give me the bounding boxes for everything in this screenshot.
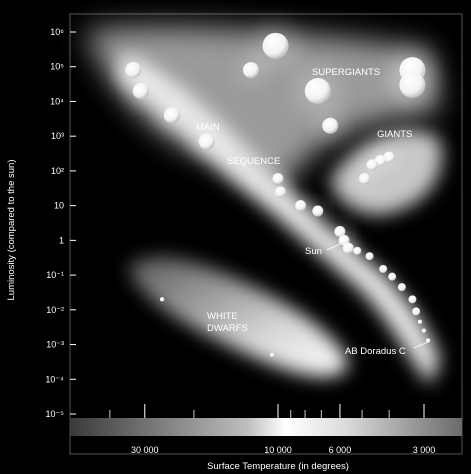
y-tick-label: 10⁻³ <box>46 340 64 350</box>
star-main-sequence <box>342 242 354 254</box>
star-main-sequence <box>163 107 180 124</box>
star-white-dwarfs <box>269 352 275 358</box>
x-tick-label: 3 000 <box>413 445 436 455</box>
y-tick-label: 1 <box>59 235 64 245</box>
star-main-sequence <box>397 283 406 292</box>
y-tick-label: 10⁻⁵ <box>46 409 65 419</box>
star-main-sequence <box>412 307 421 316</box>
region-label-supergiants: SUPERGIANTS <box>312 67 380 78</box>
star-main-sequence <box>272 173 284 185</box>
star-main-sequence <box>365 252 374 261</box>
x-axis-title: Surface Temperature (in degrees) <box>207 461 349 472</box>
annotation-sun-leader <box>326 243 341 251</box>
star-main-sequence <box>417 319 423 325</box>
temperature-color-bar <box>70 418 462 436</box>
white-dwarf-region <box>128 256 348 377</box>
y-axis-title: Luminosity (compared to the sun) <box>6 160 17 301</box>
y-tick-label: 10⁴ <box>50 96 64 106</box>
x-tick-label: 6 000 <box>329 445 352 455</box>
stars <box>118 21 438 358</box>
y-tick-label: 10⁵ <box>50 62 64 72</box>
y-tick-label: 10⁻⁴ <box>45 374 64 384</box>
region-label-white: WHITE <box>207 311 238 322</box>
region-label-dwarfs: DWARFS <box>207 323 248 334</box>
star-supergiants <box>262 32 289 59</box>
y-tick-label: 10 <box>54 201 64 211</box>
star-main-sequence <box>274 186 286 198</box>
star-giants <box>359 173 371 185</box>
star-giants <box>366 159 378 171</box>
giants-haze <box>330 130 442 215</box>
star-main-sequence <box>132 83 149 100</box>
plot-frame <box>69 13 463 455</box>
star-main-sequence <box>421 328 427 333</box>
star-supergiants <box>399 71 426 98</box>
y-tick-label: 10⁻¹ <box>46 270 64 280</box>
x-minor-ticks <box>109 410 390 418</box>
star-main-sequence <box>353 246 362 255</box>
annotation-ab-doradus: AB Doradus C <box>345 346 406 357</box>
y-tick-label: 10³ <box>51 131 64 141</box>
upper-band-haze <box>85 26 440 186</box>
star-main-sequence <box>198 133 215 150</box>
star-supergiants <box>322 117 339 134</box>
star-supergiants <box>242 62 259 79</box>
y-axis-ticks: 10⁶ 10⁵ 10⁴ 10³ 10² 10 1 10⁻¹ 10⁻² 10⁻³ 10⁻⁴ 10⁻⁵ <box>45 27 76 419</box>
y-tick-label: 10⁶ <box>50 27 64 37</box>
region-label-main: MAIN <box>196 122 220 133</box>
x-tick-label: 30 000 <box>131 445 159 455</box>
star-supergiants <box>304 78 331 105</box>
star-main-sequence <box>295 200 307 212</box>
star-main-sequence <box>425 338 431 343</box>
star-main-sequence <box>408 295 417 304</box>
star-giants <box>383 151 395 163</box>
annotation-sun: Sun <box>305 246 322 257</box>
annotation-ab-doradus-leader <box>413 341 429 349</box>
star-main-sequence <box>125 62 142 79</box>
star-main-sequence <box>379 264 388 273</box>
star-white-dwarfs <box>159 297 165 302</box>
star-main-sequence <box>312 205 324 217</box>
y-tick-label: 10² <box>51 166 64 176</box>
x-tick-label: 10 000 <box>264 445 292 455</box>
region-label-sequence: SEQUENCE <box>227 156 280 167</box>
x-axis-ticks: 30 000 10 000 6 000 3 000 <box>131 404 435 455</box>
star-main-sequence <box>388 272 397 281</box>
region-label-giants: GIANTS <box>377 129 412 140</box>
y-tick-label: 10⁻² <box>46 305 64 315</box>
